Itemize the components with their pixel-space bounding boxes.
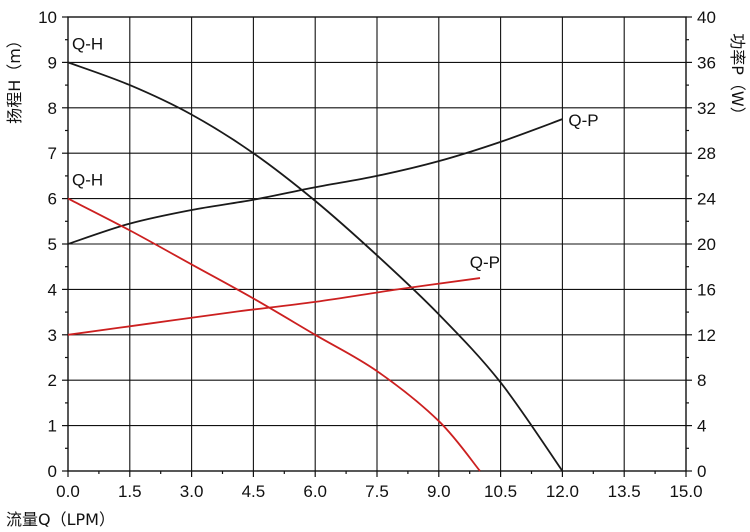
x-tick-label: 0.0	[56, 482, 80, 501]
grid-lines	[68, 17, 686, 471]
right-axis-tick-labels: 0 4 8 12 16 20 24 28 32 36 40	[697, 8, 716, 481]
curve-label-2: Q-H	[72, 171, 103, 190]
x-tick-label: 12.0	[546, 482, 579, 501]
right-tick-label: 40	[697, 8, 716, 27]
x-tick-label: 13.5	[608, 482, 641, 501]
left-tick-label: 8	[48, 99, 57, 118]
right-tick-label: 16	[697, 280, 716, 299]
right-axis-title: 功率P（W）	[728, 33, 747, 122]
curve-label-0: Q-H	[72, 34, 103, 53]
right-tick-label: 36	[697, 53, 716, 72]
x-tick-label: 3.0	[180, 482, 204, 501]
series-line-2	[67, 197, 481, 472]
right-tick-label: 28	[697, 144, 716, 163]
series-line-1	[67, 118, 563, 245]
right-tick-label: 12	[697, 326, 716, 345]
x-tick-label: 7.5	[365, 482, 389, 501]
x-axis-tick-labels: 0.0 1.5 3.0 4.5 6.0 7.5 9.0 10.5 12.0 13.5 15.0	[56, 482, 702, 501]
curve-labels: Q-H Q-P Q-H Q-P	[72, 34, 599, 272]
left-tick-label: 10	[38, 8, 57, 27]
series-line-0	[67, 61, 564, 472]
curve-label-1: Q-P	[568, 111, 598, 130]
right-tick-label: 24	[697, 190, 716, 209]
right-tick-label: 20	[697, 235, 716, 254]
x-tick-label: 10.5	[484, 482, 517, 501]
right-tick-label: 32	[697, 99, 716, 118]
x-axis-title: 流量Q（LPM）	[6, 510, 115, 529]
left-tick-label: 6	[48, 190, 57, 209]
left-tick-label: 5	[48, 235, 57, 254]
x-tick-label: 9.0	[427, 482, 451, 501]
left-tick-label: 9	[48, 53, 57, 72]
x-tick-label: 6.0	[303, 482, 327, 501]
left-tick-label: 2	[48, 371, 57, 390]
left-axis-title: 扬程H（m）	[5, 32, 24, 124]
right-tick-label: 4	[697, 417, 706, 436]
series-lines	[67, 61, 564, 472]
tick-marks	[62, 16, 692, 477]
x-tick-label: 1.5	[118, 482, 142, 501]
right-tick-label: 8	[697, 371, 706, 390]
left-tick-label: 7	[48, 144, 57, 163]
x-tick-label: 15.0	[669, 482, 702, 501]
curve-label-3: Q-P	[470, 253, 500, 272]
left-tick-label: 3	[48, 326, 57, 345]
left-axis-tick-labels: 0 1 2 3 4 5 6 7 8 9 10	[38, 8, 57, 481]
left-tick-label: 1	[48, 417, 57, 436]
x-tick-label: 4.5	[242, 482, 266, 501]
left-tick-label: 4	[48, 280, 57, 299]
left-tick-label: 0	[48, 462, 57, 481]
right-tick-label: 0	[697, 462, 706, 481]
series-line-3	[67, 277, 481, 336]
